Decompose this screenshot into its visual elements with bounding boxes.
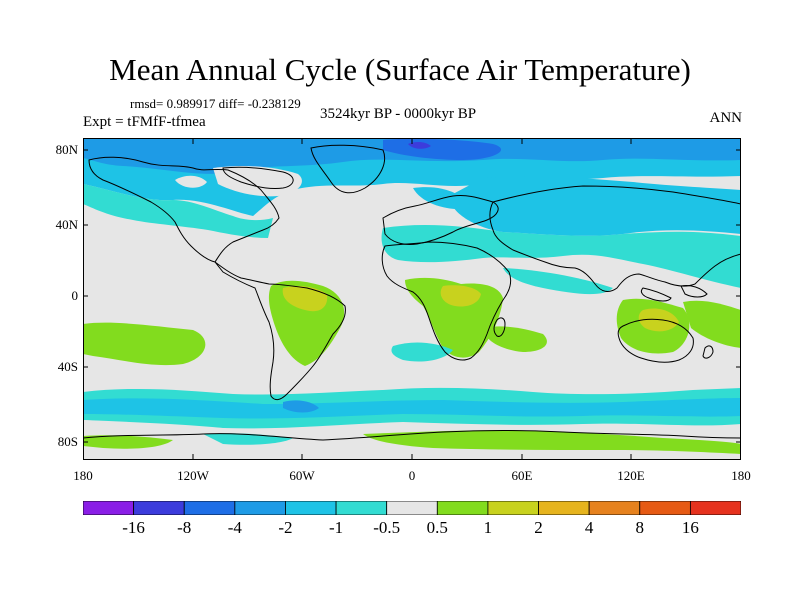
lon-label-60w: 60W (289, 468, 315, 483)
lon-label-120e: 120E (617, 468, 645, 483)
anomaly-map (83, 138, 741, 460)
coastlines (83, 144, 741, 441)
colorbar-label: -2 (278, 518, 293, 537)
lon-label-180e: 180 (731, 468, 751, 483)
colorbar-swatch (538, 501, 590, 515)
lon-label-120w: 120W (177, 468, 209, 483)
lon-label-180w: 180 (73, 468, 93, 483)
experiment-label: Expt = tFMfF-tfmea (83, 114, 206, 130)
colorbar-swatch (83, 501, 135, 515)
colorbar (83, 501, 741, 515)
lon-label-0: 0 (408, 468, 416, 483)
colorbar-label: 1 (483, 518, 493, 537)
colorbar-swatch (689, 501, 741, 515)
colorbar-label: 8 (635, 518, 645, 537)
anomaly-field (83, 138, 741, 460)
colorbar-swatch (183, 501, 236, 515)
colorbar-label: -4 (227, 518, 242, 537)
colorbar-label: -0.5 (373, 518, 401, 537)
colorbar-swatch (487, 501, 539, 515)
stats-text: rmsd= 0.989917 diff= -0.238129 (130, 96, 301, 111)
colorbar-label: 2 (534, 518, 543, 537)
colorbar-label: -1 (328, 518, 344, 537)
colorbar-label: 0.5 (426, 518, 448, 537)
lat-label-80s: 80S (57, 434, 78, 449)
colorbar-swatch (639, 501, 691, 515)
chart-title: Mean Annual Cycle (Surface Air Temperatu… (109, 52, 691, 87)
colorbar-swatch (436, 501, 489, 515)
colorbar-swatch (335, 501, 388, 515)
colorbar-swatch (133, 501, 185, 515)
season-label: ANN (709, 110, 743, 126)
colorbar-swatch (588, 501, 641, 515)
colorbar-swatch (234, 501, 286, 515)
period-label: 3524kyr BP - 0000kyr BP (320, 106, 477, 122)
colorbar-label: -8 (177, 518, 192, 537)
lat-label-40n: 40N (55, 217, 78, 232)
colorbar-swatch (386, 501, 438, 515)
lat-label-80n: 80N (55, 142, 78, 157)
colorbar-label: 4 (584, 518, 594, 537)
lon-label-60e: 60E (511, 468, 533, 483)
colorbar-label: -16 (122, 518, 145, 537)
colorbar-label: 16 (681, 518, 699, 537)
axis-ticks (83, 138, 741, 460)
lat-label-40s: 40S (57, 359, 78, 374)
colorbar-swatch (285, 501, 337, 515)
lat-label-0: 0 (71, 288, 79, 303)
